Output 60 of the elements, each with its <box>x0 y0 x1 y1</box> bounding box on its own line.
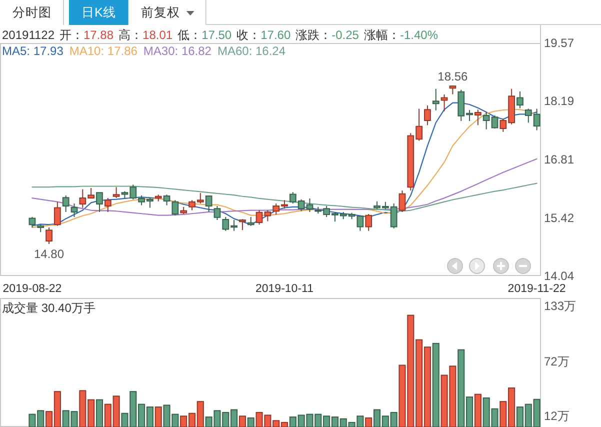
candlestick <box>28 216 36 228</box>
candlestick <box>516 90 524 109</box>
bar <box>238 416 246 427</box>
candlestick <box>205 195 212 212</box>
text: 涨幅：-1.40% <box>364 28 438 42</box>
annotation: 成交量 30.40万手 <box>2 301 96 315</box>
text: 收：17.60 <box>236 28 291 42</box>
candlestick <box>96 192 103 212</box>
text: 开：17.88 <box>60 28 114 42</box>
candlestick <box>365 214 372 232</box>
candlestick <box>398 190 406 212</box>
x-tick-label: 2019-11-22 <box>508 283 566 295</box>
y-tick-label: 12万 <box>544 409 570 424</box>
candlestick <box>62 195 70 212</box>
candlestick <box>37 224 44 233</box>
y-tick-label: 133万 <box>544 299 576 314</box>
bar <box>96 399 104 427</box>
candlestick <box>474 109 482 126</box>
candlestick <box>154 194 162 202</box>
candlestick <box>70 203 78 218</box>
y-tick-label: 15.42 <box>544 210 574 225</box>
candlestick <box>214 206 221 220</box>
bar <box>365 417 372 427</box>
candlestick <box>163 194 170 206</box>
text: 高：18.01 <box>118 28 173 42</box>
text: 涨跌：-0.25 <box>296 28 360 42</box>
x-tick-label: 2019-10-11 <box>256 283 314 295</box>
y-tick-label: 72万 <box>544 354 570 369</box>
text: 前复权 <box>140 6 180 20</box>
text: 20191122 <box>2 28 55 42</box>
candlestick <box>104 198 112 212</box>
candlestick <box>112 186 120 199</box>
line-series <box>32 158 538 216</box>
candlestick <box>449 85 456 95</box>
y-tick-label: 19.57 <box>544 36 574 50</box>
candlestick <box>54 201 61 226</box>
candlestick <box>239 218 246 231</box>
candlestick <box>356 214 364 232</box>
bar <box>247 417 254 427</box>
bar <box>474 394 482 427</box>
legend: MA5: 17.93 MA10: 17.86 MA30: 16.82 MA60: 16.24 <box>2 44 286 58</box>
candlestick <box>432 88 440 111</box>
annotation: 14.80 <box>34 246 64 261</box>
text: 日K线 <box>82 6 116 20</box>
text: 分时图 <box>12 6 52 20</box>
candlestick <box>180 206 188 215</box>
candlestick <box>247 216 254 226</box>
bar <box>432 342 440 427</box>
candlestick <box>172 200 179 216</box>
bar <box>154 406 162 427</box>
candlestick <box>440 94 448 112</box>
annotation: 18.56 <box>438 70 468 84</box>
y-tick-label: 18.19 <box>544 94 574 108</box>
y-tick-label: 14.04 <box>544 269 574 283</box>
y-tick-label: 16.81 <box>544 152 574 166</box>
text: 低：17.50 <box>178 28 232 42</box>
line-series <box>32 182 538 212</box>
x-tick-label: 2019-08-22 <box>2 283 62 295</box>
candlestick <box>424 104 431 126</box>
candlestick <box>46 227 52 244</box>
